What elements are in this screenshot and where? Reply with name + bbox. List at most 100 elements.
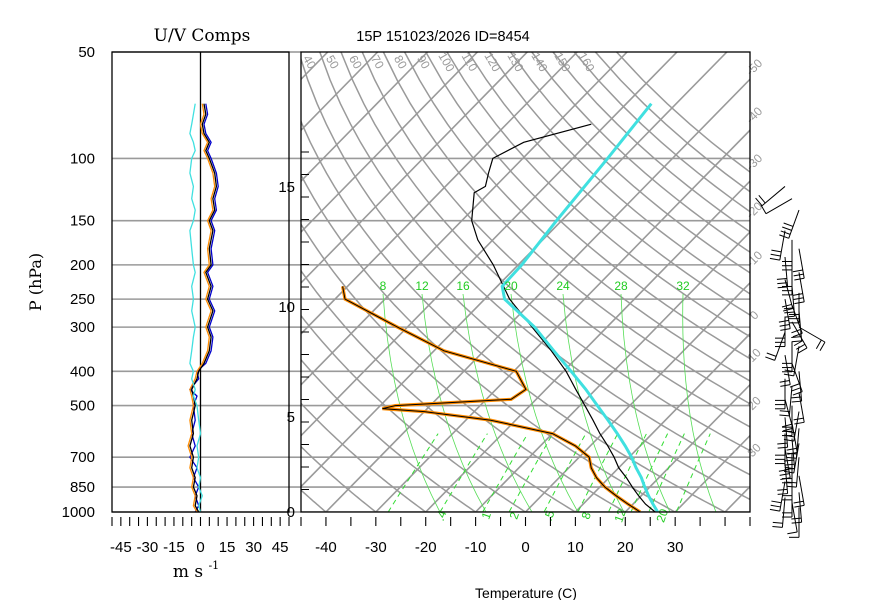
wind-barb-feather <box>793 500 804 504</box>
wind-barb-feather <box>791 328 801 334</box>
wind-barb-staff <box>784 279 794 309</box>
isotherm <box>425 179 750 512</box>
wind-barb-staff <box>779 230 786 261</box>
wind-barb <box>755 186 786 207</box>
wind-barb-feather <box>784 369 795 373</box>
uv-x-tick-label: -45 <box>110 539 132 556</box>
wind-barb-staff <box>791 502 798 533</box>
uv-x-ticks: -45 -30 -15 0 15 30 45 <box>110 517 290 556</box>
isotherm <box>475 230 750 512</box>
dry-adiabat <box>361 52 750 428</box>
wind-barb <box>787 502 798 535</box>
wind-barb-staff <box>784 417 789 448</box>
uv-x-tick-label: 45 <box>272 539 289 556</box>
dry-adiabat-label: 130 <box>504 50 526 75</box>
wind-barb <box>775 433 786 465</box>
wind-barb-feather <box>786 447 797 451</box>
uv-series-line <box>187 103 216 512</box>
wind-barb-staff <box>761 186 786 207</box>
wind-barb-feather <box>766 352 777 357</box>
uv-x-axis-unit: m s <box>173 562 203 582</box>
wind-barb <box>765 331 786 361</box>
wind-barb <box>769 481 786 512</box>
wind-barb <box>782 341 793 373</box>
isotherm <box>325 78 750 512</box>
wind-barb-staff <box>784 355 791 385</box>
pressure-tick-label: 500 <box>70 398 95 415</box>
dry-adiabat-label: 40 <box>300 53 319 72</box>
theta-e-line <box>682 293 717 512</box>
uv-x-axis-exponent: -1 <box>208 559 219 572</box>
wind-barb <box>798 326 826 352</box>
pressure-tick-label: 250 <box>70 291 95 308</box>
wind-barb-feather <box>778 468 789 472</box>
wind-barb <box>777 417 789 449</box>
pressure-tick-label: 1000 <box>62 504 95 521</box>
wind-barb-feather <box>783 307 794 310</box>
wind-barb-staff <box>793 443 800 474</box>
dry-adiabat <box>531 52 750 254</box>
dry-adiabat-label: 120 <box>481 50 503 75</box>
mixing-ratio-label: 1 <box>479 510 495 521</box>
isotherm <box>301 52 478 234</box>
wind-barb <box>791 492 803 524</box>
uv-series-line <box>189 103 218 512</box>
wind-barb-feather <box>770 253 781 257</box>
mixing-ratio-line <box>675 433 711 512</box>
wind-barb-feather <box>815 339 822 349</box>
wind-barb-staff <box>781 497 786 528</box>
dry-adiabat <box>446 52 750 338</box>
wind-barb-feather <box>784 311 795 314</box>
theta-e-line <box>462 293 533 512</box>
wind-barb-staff <box>784 463 789 494</box>
pressure-tick-label: 300 <box>70 319 95 336</box>
mixing-ratio-line <box>482 433 529 512</box>
theta-e-label: 24 <box>556 279 570 293</box>
wind-barb-staff <box>798 475 805 506</box>
wind-barb-feather <box>777 488 788 491</box>
wind-barb <box>791 310 803 343</box>
wind-barb-feather <box>791 400 802 403</box>
dry-adiabat <box>403 52 750 382</box>
wind-barb-staff <box>798 272 805 302</box>
skewt-grid <box>301 52 750 512</box>
wind-barb-feather <box>791 387 801 392</box>
isotherm <box>574 332 750 512</box>
wind-barb <box>789 507 800 538</box>
wind-barb-feather <box>787 531 798 535</box>
wind-barb-staff <box>795 457 800 488</box>
isotherm <box>301 52 628 386</box>
dry-adiabat-label: 50 <box>323 53 342 72</box>
wind-barb-staff <box>788 209 800 239</box>
isotherm <box>301 52 429 183</box>
dry-adiabat-label: 110 <box>459 50 481 74</box>
mixing-ratio-label: 2 <box>507 510 523 521</box>
wind-barb-feather <box>781 423 792 428</box>
wind-barb-feather <box>776 278 787 280</box>
isotherm <box>301 52 578 335</box>
pressure-tick-labels: 50 100 150 200 250 300 400 500 700 850 1000 <box>62 44 95 521</box>
wind-barb-feather <box>794 504 805 508</box>
wind-barb-feather <box>782 307 793 312</box>
left-frame <box>111 51 290 513</box>
wind-barb-staff <box>784 399 794 429</box>
wind-barb-staff <box>765 198 793 215</box>
isotherm-label: 0 <box>747 308 762 323</box>
dry-adiabat <box>301 269 577 512</box>
isotherm <box>674 434 750 512</box>
wind-barb-staff <box>784 256 789 287</box>
dry-adiabat <box>301 445 378 512</box>
wind-barb-feather <box>793 340 804 347</box>
temperature-tick-label: 20 <box>617 539 634 556</box>
wind-barb <box>791 321 808 354</box>
theta-e-label: 12 <box>415 279 429 293</box>
dry-adiabat <box>301 489 328 512</box>
wind-barb-feather <box>765 356 775 361</box>
wind-barb-feather <box>819 341 826 352</box>
wind-barbs-column <box>755 186 826 538</box>
wind-barb-feather <box>792 269 803 273</box>
temperature-tick-label: 0 <box>521 539 529 556</box>
dry-adiabat <box>425 52 750 360</box>
uv-x-axis-label: m s -1 <box>173 559 219 582</box>
